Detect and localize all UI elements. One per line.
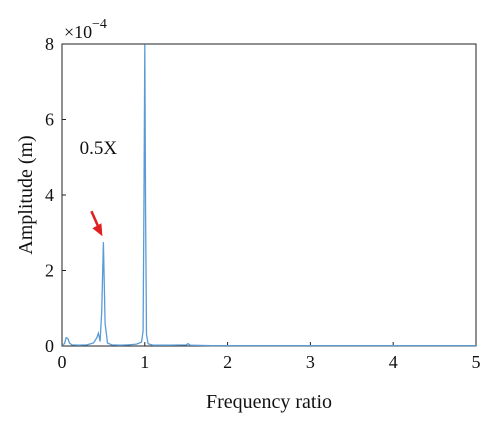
- y-tick-label: 2: [45, 261, 54, 281]
- annotation-0-5x-label: 0.5X: [80, 138, 118, 159]
- y-tick-label: 0: [45, 336, 54, 356]
- spectrum-line: [61, 44, 476, 347]
- y-axis-label: Amplitude (m): [15, 135, 37, 254]
- x-tick-label: 1: [140, 352, 149, 372]
- axis-ticks: 0 1 2 3 4 5 0 2 4 6 8: [45, 34, 481, 372]
- y-axis-exponent-base: ×10: [64, 22, 92, 42]
- x-axis-label: Frequency ratio: [206, 391, 332, 413]
- annotation-arrow-head: [92, 223, 103, 237]
- y-axis-exponent: ×10 −4: [64, 17, 107, 42]
- x-tick-label: 5: [472, 352, 481, 372]
- y-axis-exponent-power: −4: [92, 17, 107, 32]
- x-tick-label: 2: [223, 352, 232, 372]
- x-tick-label: 0: [58, 352, 67, 372]
- y-tick-label: 6: [45, 110, 54, 130]
- x-tick-label: 4: [389, 352, 398, 372]
- plot-area: [61, 43, 477, 347]
- x-tick-label: 3: [306, 352, 315, 372]
- y-tick-label: 8: [45, 34, 54, 54]
- y-tick-label: 4: [45, 185, 54, 205]
